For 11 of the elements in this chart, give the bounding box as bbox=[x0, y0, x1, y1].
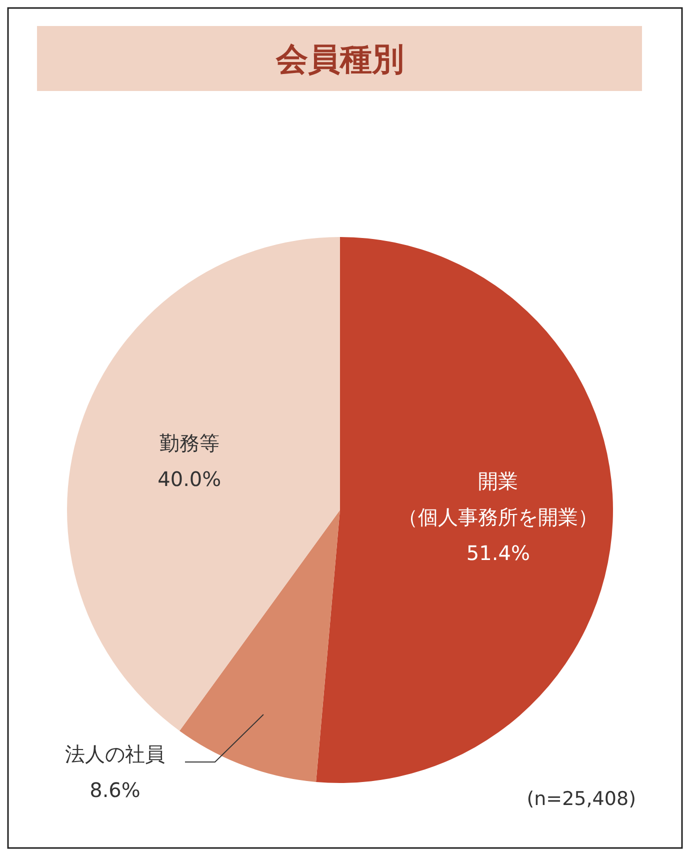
data-label: 8.6% bbox=[90, 778, 140, 802]
slice-label: 法人の社員 bbox=[65, 742, 165, 766]
pie-slice bbox=[316, 237, 613, 783]
slice-label: 開業（個人事務所を開業） bbox=[398, 468, 598, 529]
slice-label: 勤務等 bbox=[159, 431, 220, 456]
chart-title: 会員種別 bbox=[275, 40, 404, 78]
data-label: 51.4% bbox=[466, 540, 530, 565]
text: (n=25,408) bbox=[526, 788, 636, 810]
data-label: 40.0% bbox=[158, 467, 222, 492]
pie-slice bbox=[68, 237, 340, 731]
pie-slice bbox=[180, 510, 340, 782]
